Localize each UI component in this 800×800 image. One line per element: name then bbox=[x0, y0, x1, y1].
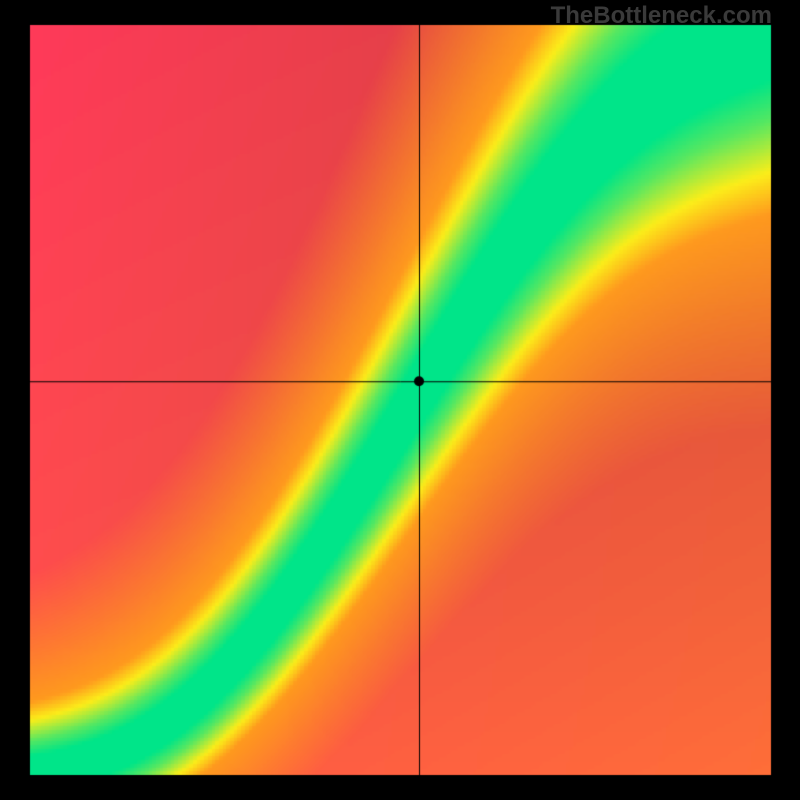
heatmap-canvas bbox=[0, 0, 800, 800]
watermark-text: TheBottleneck.com bbox=[551, 2, 772, 30]
